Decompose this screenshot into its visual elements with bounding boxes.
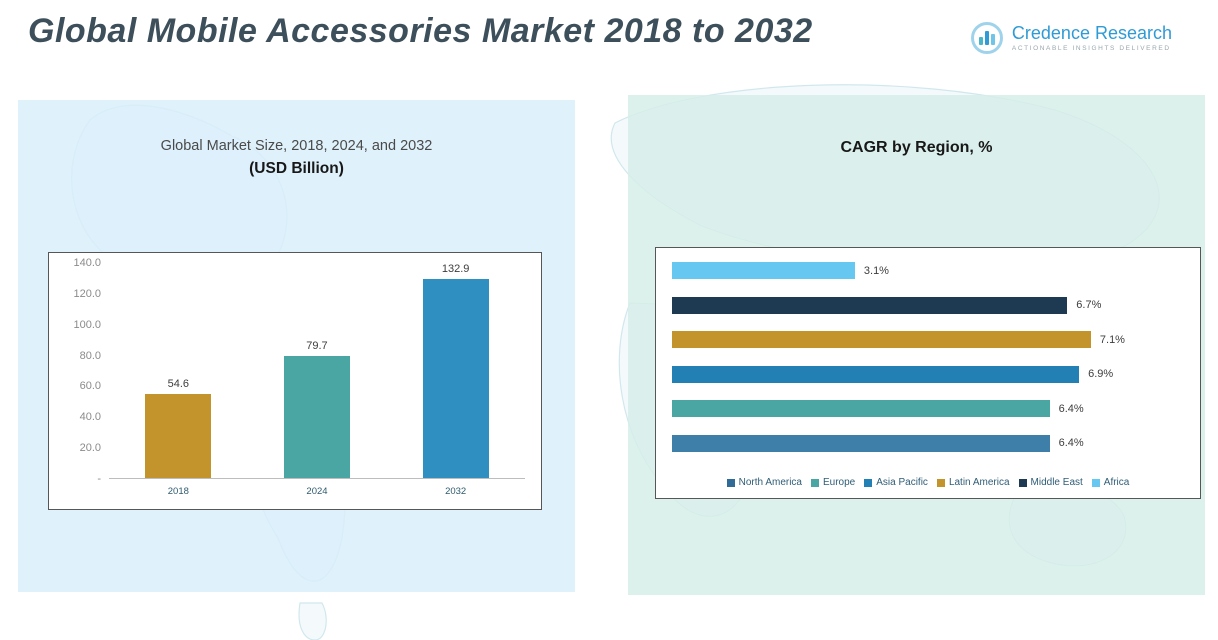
- legend-swatch: [1091, 478, 1100, 487]
- x-category-label: 2024: [306, 486, 328, 497]
- legend-label: Europe: [823, 477, 856, 488]
- left-y-axis: 140.0 120.0 100.0 80.0 60.0 40.0 20.0 -: [57, 257, 101, 485]
- cagr-value-label: 7.1%: [1099, 333, 1125, 346]
- brand-name: Credence Research: [1011, 22, 1172, 43]
- cagr-bar: [672, 365, 1080, 383]
- cagr-plot-area: 3.1% 6.7% 7.1% 6.9% 6.4% 6.4% North America Eu…: [655, 247, 1201, 499]
- bar-2018: [145, 394, 212, 478]
- right-bars: 3.1% 6.7% 7.1% 6.9% 6.4% 6.4%: [672, 262, 1190, 452]
- cagr-bar: [672, 434, 1050, 452]
- legend-label: Middle East: [1030, 477, 1083, 488]
- cagr-value-label: 3.1%: [863, 264, 889, 277]
- bar-column-2024: 79.7 2024: [283, 263, 350, 497]
- legend-swatch: [1018, 478, 1027, 487]
- cagr-panel: CAGR by Region, % 3.1% 6.7% 7.1% 6.9% 6.4% 6.…: [628, 95, 1205, 595]
- legend-item-asia-pacific: Asia Pacific: [864, 477, 928, 488]
- cagr-bar: [672, 262, 855, 279]
- cagr-value-label: 6.7%: [1076, 299, 1102, 312]
- cagr-value-label: 6.4%: [1058, 402, 1084, 415]
- bar-2024: [283, 355, 350, 478]
- y-tick-label: 60.0: [79, 380, 101, 393]
- y-tick-label: 20.0: [79, 442, 101, 455]
- y-tick-label: 140.0: [73, 257, 101, 269]
- brand-logo: Credence Research Actionable Insights De…: [970, 22, 1172, 54]
- legend-item-europe: Europe: [811, 477, 855, 488]
- legend-label: Asia Pacific: [876, 477, 928, 488]
- x-category-label: 2018: [167, 486, 189, 497]
- bar-2032: [422, 279, 489, 478]
- cagr-row-asia-pacific: 6.9%: [672, 365, 1190, 383]
- cagr-chart-title: CAGR by Region, %: [840, 139, 993, 156]
- x-category-label: 2032: [445, 486, 467, 497]
- legend-swatch: [936, 478, 945, 487]
- bar-column-2032: 132.9 2032: [422, 263, 489, 497]
- legend-item-africa: Africa: [1091, 477, 1130, 488]
- legend-label: Africa: [1103, 477, 1130, 488]
- market-size-chart-subtitle: (USD Billion): [249, 160, 344, 177]
- legend-swatch: [726, 478, 735, 487]
- brand-tagline: Actionable Insights Delivered: [1011, 44, 1171, 52]
- legend-item-latin-america: Latin America: [936, 477, 1010, 488]
- cagr-row-latin-america: 7.1%: [672, 331, 1190, 349]
- legend-swatch: [864, 478, 873, 487]
- bar-chart-logo-icon: [970, 22, 1003, 54]
- legend-item-middle-east: Middle East: [1018, 477, 1083, 488]
- y-tick-label: 100.0: [73, 318, 101, 331]
- market-size-plot-area: 140.0 120.0 100.0 80.0 60.0 40.0 20.0 - 54.6 201…: [48, 252, 542, 510]
- legend-label: Latin America: [948, 477, 1010, 488]
- y-tick-label: 40.0: [79, 411, 101, 424]
- cagr-bar: [672, 296, 1068, 314]
- market-size-panel: Global Market Size, 2018, 2024, and 2032…: [18, 100, 575, 592]
- bar-column-2018: 54.6 2018: [145, 263, 212, 497]
- bar-value-label: 54.6: [167, 378, 190, 391]
- bar-value-label: 79.7: [306, 339, 328, 352]
- cagr-row-africa: 3.1%: [672, 262, 1190, 279]
- bar-value-label: 132.9: [441, 263, 470, 275]
- market-size-chart-title: Global Market Size, 2018, 2024, and 2032: [160, 138, 433, 154]
- cagr-value-label: 6.4%: [1058, 437, 1084, 450]
- cagr-bar: [672, 400, 1050, 418]
- cagr-bar: [672, 331, 1091, 349]
- brand-logo-text: Credence Research Actionable Insights De…: [1011, 22, 1172, 53]
- page-title: Global Mobile Accessories Market 2018 to…: [28, 12, 813, 50]
- cagr-row-europe: 6.4%: [672, 400, 1190, 418]
- left-bars: 54.6 2018 79.7 2024 132.9 2032: [109, 263, 525, 497]
- legend-label: North America: [738, 477, 802, 488]
- legend-swatch: [811, 478, 819, 487]
- cagr-value-label: 6.9%: [1088, 368, 1114, 381]
- y-tick-label: 80.0: [79, 349, 101, 362]
- cagr-row-middle-east: 6.7%: [672, 296, 1190, 314]
- legend-item-north-america: North America: [726, 477, 802, 488]
- right-legend: North America Europe Asia Pacific Latin Ame…: [656, 477, 1200, 488]
- y-tick-label: 120.0: [73, 287, 101, 300]
- cagr-row-north-america: 6.4%: [672, 434, 1190, 452]
- y-tick-label: -: [97, 473, 101, 485]
